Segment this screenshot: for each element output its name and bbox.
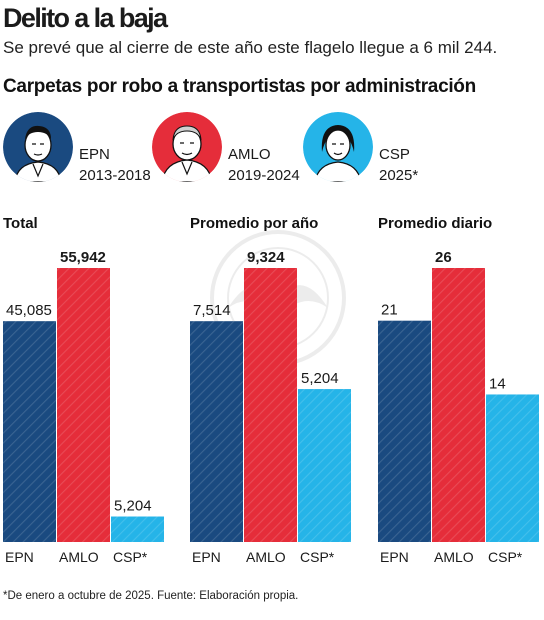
chart-subtitle: Se prevé que al cierre de este año este … xyxy=(3,38,498,57)
chart-title: Delito a la baja xyxy=(3,3,168,33)
legend-name-amlo: AMLO xyxy=(228,146,271,163)
category-label-promedio-diario-epn: EPN xyxy=(380,549,409,565)
category-label-total-epn: EPN xyxy=(5,549,34,565)
value-label-promedio-diario-csp: 14 xyxy=(489,375,506,392)
section-title: Carpetas por robo a transportistas por a… xyxy=(3,76,476,97)
bar-hatch-promedio-diario-epn xyxy=(378,320,431,542)
legend-period-csp: 2025* xyxy=(379,167,419,184)
bar-hatch-promedio-diario-amlo xyxy=(432,268,485,542)
bar-hatch-promedio-diario-csp xyxy=(486,394,539,542)
bar-hatch-promedio-anual-csp xyxy=(298,389,351,542)
value-label-total-epn: 45,085 xyxy=(6,302,52,319)
value-label-promedio-anual-csp: 5,204 xyxy=(301,370,339,387)
value-label-promedio-anual-amlo: 9,324 xyxy=(247,249,285,266)
value-label-promedio-anual-epn: 7,514 xyxy=(193,302,231,319)
csp-portrait-icon xyxy=(303,112,373,182)
epn-portrait-icon xyxy=(3,112,73,182)
category-label-promedio-diario-amlo: AMLO xyxy=(434,549,474,565)
bar-hatch-promedio-anual-epn xyxy=(190,321,243,542)
legend-name-epn: EPN xyxy=(79,146,110,163)
value-label-total-amlo: 55,942 xyxy=(60,249,106,266)
bar-hatch-total-amlo xyxy=(57,268,110,542)
panel-title-promedio-diario: Promedio diario xyxy=(378,215,493,232)
panel-title-total: Total xyxy=(3,215,38,232)
category-label-promedio-diario-csp: CSP* xyxy=(488,549,523,565)
category-label-promedio-anual-amlo: AMLO xyxy=(246,549,286,565)
category-label-promedio-anual-epn: EPN xyxy=(192,549,221,565)
value-label-promedio-diario-epn: 21 xyxy=(381,302,398,319)
panel-title-promedio-anual: Promedio por año xyxy=(190,215,319,232)
value-label-total-csp: 5,204 xyxy=(114,498,152,515)
footnote: *De enero a octubre de 2025. Fuente: Ela… xyxy=(3,590,299,602)
bar-hatch-total-csp xyxy=(111,516,164,542)
category-label-promedio-anual-csp: CSP* xyxy=(300,549,335,565)
category-label-total-amlo: AMLO xyxy=(59,549,99,565)
amlo-portrait-icon xyxy=(152,112,222,182)
bar-hatch-total-epn xyxy=(3,321,56,542)
legend-period-amlo: 2019-2024 xyxy=(228,167,300,184)
legend-period-epn: 2013-2018 xyxy=(79,167,151,184)
value-label-promedio-diario-amlo: 26 xyxy=(435,249,452,266)
category-label-total-csp: CSP* xyxy=(113,549,148,565)
bar-hatch-promedio-anual-amlo xyxy=(244,268,297,542)
legend-name-csp: CSP xyxy=(379,146,410,163)
